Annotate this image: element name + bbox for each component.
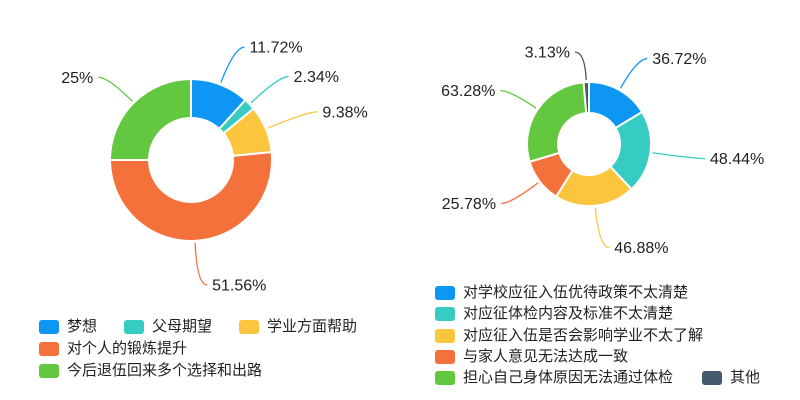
legend-label: 梦想	[67, 318, 98, 335]
legend-label: 父母期望	[152, 318, 213, 335]
legend-swatch	[39, 319, 59, 334]
percent-label: 46.88%	[614, 240, 668, 257]
legend-swatch	[435, 306, 455, 321]
legend-swatch	[435, 285, 455, 300]
legend-swatch	[435, 349, 455, 364]
legend-item[interactable]: 学业方面帮助	[239, 319, 357, 334]
legend-item[interactable]: 今后退伍回来多个选择和出路	[39, 363, 262, 378]
donut-chart-left: 11.72% 2.34% 9.38% 51.56% 25%	[61, 40, 368, 295]
legend-label: 对个人的锻炼提升	[67, 340, 188, 357]
label-line	[250, 75, 289, 104]
percent-label: 36.72%	[652, 51, 706, 68]
percent-label: 11.72%	[250, 40, 303, 57]
legend-item[interactable]: 其他	[702, 370, 760, 385]
legend-item[interactable]: 对个人的锻炼提升	[39, 341, 187, 356]
legend-label: 与家人意见无法达成一致	[463, 348, 629, 365]
legend-item[interactable]: 父母期望	[124, 319, 212, 334]
legend-item[interactable]: 对应征体检内容及标准不太清楚	[435, 306, 673, 321]
legend-item[interactable]: 与家人意见无法达成一致	[435, 349, 628, 364]
donut-slice[interactable]	[109, 151, 273, 243]
legend-item[interactable]: 对学校应征入伍优待政策不太清楚	[435, 285, 688, 300]
legend-item[interactable]: 担心自己身体原因无法通过体检	[435, 370, 673, 385]
donut-chart-right: 36.72% 48.44% 46.88% 25.78% 63.28% 3.13%	[441, 45, 764, 257]
label-line	[501, 182, 539, 205]
label-line	[194, 242, 208, 286]
legend-swatch	[39, 363, 59, 378]
legend-swatch	[702, 370, 722, 385]
legend-label: 其他	[730, 369, 761, 386]
label-line	[594, 207, 610, 249]
legend-item[interactable]: 对应征入伍是否会影响学业不太了解	[435, 328, 703, 343]
label-line	[267, 111, 318, 129]
label-line	[98, 76, 133, 102]
percent-label: 25.78%	[442, 196, 496, 213]
legend-label: 今后退伍回来多个选择和出路	[67, 362, 263, 379]
legend-swatch	[435, 328, 455, 343]
label-line	[619, 58, 648, 89]
label-line	[220, 46, 245, 83]
donut-slice[interactable]	[582, 81, 590, 115]
donut-slice[interactable]	[109, 78, 192, 161]
label-line	[500, 89, 537, 109]
legend-label: 学业方面帮助	[267, 318, 358, 335]
percent-label: 48.44%	[710, 151, 764, 168]
legend-label: 对应征体检内容及标准不太清楚	[463, 305, 674, 322]
percent-label: 2.34%	[294, 69, 339, 86]
donut-slice[interactable]	[526, 81, 588, 163]
legend-label: 对应征入伍是否会影响学业不太了解	[463, 327, 704, 344]
label-line	[574, 51, 587, 81]
percent-label: 63.28%	[441, 83, 495, 100]
legend-item[interactable]: 梦想	[39, 319, 97, 334]
percent-label: 25%	[61, 70, 93, 87]
legend-swatch	[435, 370, 455, 385]
percent-label: 9.38%	[322, 104, 367, 121]
legend-label: 对学校应征入伍优待政策不太清楚	[463, 284, 689, 301]
percent-label: 3.13%	[525, 45, 570, 62]
legend-swatch	[124, 319, 144, 334]
percent-label: 51.56%	[212, 277, 266, 294]
legend-swatch	[39, 341, 59, 356]
label-line	[652, 152, 706, 160]
legend-label: 担心自己身体原因无法通过体检	[463, 369, 674, 386]
legend-swatch	[239, 319, 259, 334]
